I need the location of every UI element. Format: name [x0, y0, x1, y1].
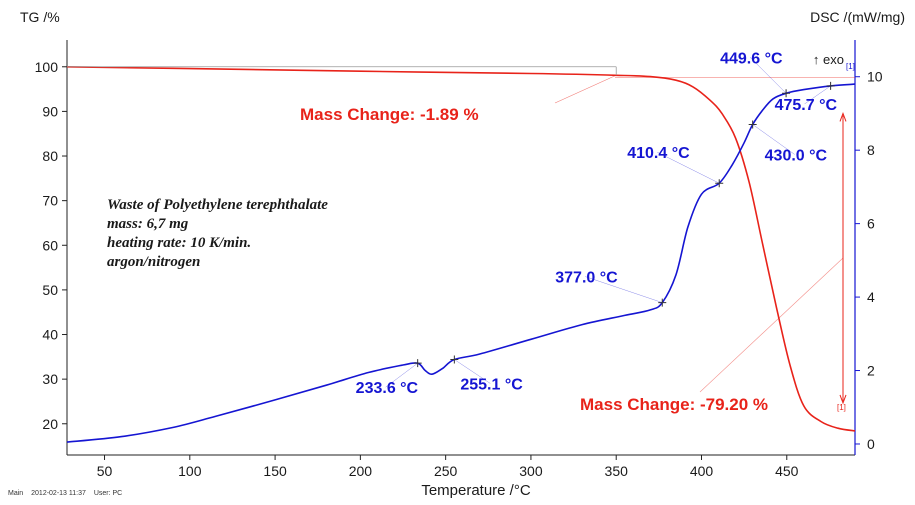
peak-marker	[450, 355, 459, 364]
footer-user: User: PC	[93, 490, 123, 497]
labels: TG /% DSC /(mW/mg) Temperature /°C ↑ exo Mas…	[20, 9, 905, 499]
x-tick-label: 150	[263, 463, 287, 479]
peak-leader	[752, 124, 795, 155]
x-tick-label: 250	[434, 463, 458, 479]
peak-marker	[782, 89, 791, 98]
y-left-tick-label: 90	[42, 103, 58, 119]
tg-series-line	[66, 66, 856, 432]
peak-label: 430.0 °C	[765, 147, 828, 164]
y-right-tick-label: 0	[867, 436, 875, 452]
x-tick-label: 400	[690, 463, 714, 479]
y-right-axis-title: DSC /(mW/mg)	[810, 9, 905, 25]
footer-main: Main	[8, 490, 24, 497]
x-tick-label: 350	[605, 463, 629, 479]
x-tick-label: 200	[349, 463, 373, 479]
peak-leader	[385, 362, 418, 388]
x-tick-label: 450	[775, 463, 799, 479]
y-left-tick-label: 20	[42, 416, 58, 432]
mass-change-2-arrowhead-down	[839, 394, 847, 405]
mass-change-2-leader	[699, 257, 844, 393]
y-left-tick-label: 60	[42, 237, 58, 253]
peak-label: 377.0 °C	[555, 270, 618, 287]
mass-change-2-arrowhead-up	[839, 112, 847, 122]
x-tick-label: 300	[519, 463, 543, 479]
mass-change-1-label: Mass Change: -1.89 %	[300, 105, 479, 124]
y-right-tick-label: 8	[867, 142, 875, 158]
peak-label: 410.4 °C	[627, 145, 690, 162]
peak-leader	[749, 57, 787, 94]
dsc-series-line	[66, 83, 856, 443]
y-right-tick-label: 6	[867, 216, 875, 232]
peak-marker	[748, 120, 757, 129]
bracket-label-dsc: [1]	[846, 62, 855, 71]
y-right-tick-label: 4	[867, 289, 875, 305]
y-left-axis-title: TG /%	[20, 9, 60, 25]
peak-leader	[657, 152, 720, 184]
footer-timestamp: 2012-02-13 11:37	[31, 490, 86, 497]
sample-info-line: heating rate: 10 K/min.	[107, 235, 251, 251]
sample-info-line: argon/nitrogen	[107, 254, 200, 270]
peak-leader	[454, 359, 491, 384]
peak-leader	[585, 276, 663, 303]
y-right-tick-label: 2	[867, 363, 875, 379]
footer: Main 2012-02-13 11:37 User: PC	[8, 490, 128, 497]
curves	[66, 66, 856, 443]
mass-change-1-leader	[554, 74, 617, 104]
peak-label: 475.7 °C	[775, 97, 838, 114]
exo-marker: ↑ exo	[813, 52, 844, 67]
mass-change-2-label: Mass Change: -79.20 %	[580, 395, 768, 414]
peak-leader	[804, 85, 831, 105]
x-tick-label: 50	[97, 463, 113, 479]
peak-label: 449.6 °C	[720, 50, 783, 67]
y-left-tick-label: 40	[42, 327, 58, 343]
sample-info-line: Waste of Polyethylene terephthalate	[107, 197, 328, 213]
peak-marker	[658, 298, 667, 307]
sample-info-line: mass: 6,7 mg	[107, 216, 189, 232]
x-tick-label: 100	[178, 463, 202, 479]
x-axis-title: Temperature /°C	[421, 482, 531, 499]
y-left-tick-label: 30	[42, 371, 58, 387]
y-left-tick-label: 80	[42, 148, 58, 164]
peak-label: 233.6 °C	[356, 380, 419, 397]
axes: 50 100 150 200 250 300 350 400 45020304050607080…	[35, 40, 883, 479]
y-left-tick-label: 100	[35, 59, 59, 75]
peak-label: 255.1 °C	[460, 377, 523, 394]
y-right-tick-label: 10	[867, 69, 883, 85]
y-left-tick-label: 70	[42, 193, 58, 209]
y-left-tick-label: 50	[42, 282, 58, 298]
bracket-label-tg: [1]	[837, 403, 846, 412]
